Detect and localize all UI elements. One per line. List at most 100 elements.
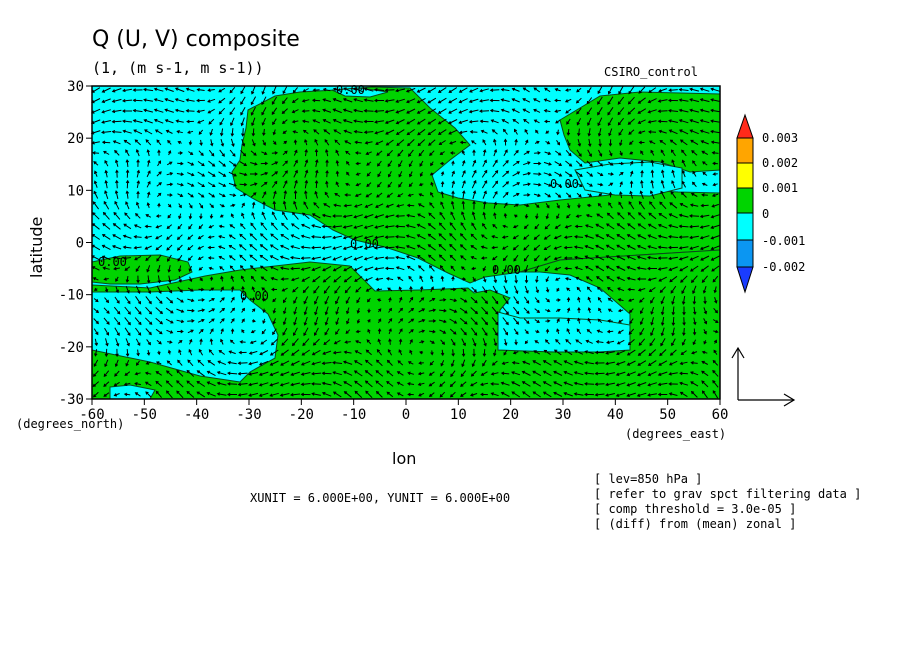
wind-vector (292, 130, 298, 134)
wind-vector (114, 327, 120, 337)
wind-vector (545, 276, 550, 283)
wind-vector (228, 171, 237, 177)
wind-vector (388, 307, 393, 313)
wind-vector (427, 108, 437, 114)
wind-vector (262, 201, 266, 209)
wind-vector (153, 118, 164, 124)
wind-vector (356, 307, 361, 314)
wind-vector (174, 98, 185, 103)
wind-vector (251, 128, 256, 137)
wind-vector (367, 318, 371, 323)
wind-vector (608, 202, 613, 209)
wind-vector (111, 129, 122, 134)
wind-vector (395, 255, 406, 260)
wind-vector (649, 201, 656, 210)
wind-vector (262, 318, 266, 325)
wind-vector (93, 308, 100, 314)
wind-vector (178, 203, 182, 209)
wind-vector (395, 234, 406, 239)
wind-vector (207, 88, 215, 92)
wind-vector (678, 256, 689, 261)
wind-vector (544, 192, 551, 198)
wind-vector (189, 338, 193, 345)
wind-vector (556, 129, 560, 136)
wind-vector (493, 212, 497, 219)
wind-vector (575, 97, 582, 104)
wind-vector (554, 182, 563, 187)
wind-vector (524, 275, 529, 284)
wind-vector (408, 182, 413, 187)
wind-vector (196, 98, 205, 103)
wind-vector (156, 339, 162, 345)
wind-vector (290, 234, 300, 240)
wind-vector (125, 159, 130, 167)
wind-vector (617, 212, 625, 220)
wind-vector (533, 193, 541, 198)
wind-vector (627, 96, 635, 105)
wind-vector (239, 182, 248, 187)
wind-vector (626, 276, 636, 281)
wind-vector (617, 107, 625, 116)
wind-vector (418, 149, 425, 157)
wind-vector (608, 191, 613, 198)
wind-vector (333, 275, 342, 283)
wind-vector (218, 182, 227, 187)
wind-vector (387, 160, 393, 168)
wind-vector (416, 118, 426, 125)
wind-vector (113, 266, 120, 271)
wind-vector (115, 338, 120, 347)
wind-vector (387, 318, 393, 324)
wind-vector (101, 255, 111, 261)
wind-vector (229, 339, 235, 345)
wind-vector (545, 328, 550, 334)
wind-vector (563, 381, 573, 387)
wind-vector (669, 202, 678, 209)
wind-vector (165, 370, 173, 377)
wind-vector (311, 266, 321, 272)
wind-vector (440, 339, 446, 345)
wind-vector (584, 265, 594, 271)
wind-vector (271, 96, 278, 105)
wind-vector (188, 202, 193, 209)
wind-vector (470, 327, 478, 336)
x-axis-ticks: -60 -50 -40 -30 -20 -10 0 10 20 30 40 50 60 (79, 399, 728, 423)
wind-vector (125, 349, 130, 357)
wind-vector (353, 87, 363, 93)
wind-vector (165, 380, 173, 388)
wind-vector (143, 98, 153, 102)
wind-vector (576, 107, 582, 115)
wind-vector (156, 254, 162, 262)
wind-vector (409, 349, 413, 355)
wind-vector (574, 224, 583, 229)
wind-vector (690, 361, 698, 365)
wind-vector (155, 244, 163, 251)
wind-vector (512, 118, 520, 124)
wind-vector (460, 392, 467, 397)
wind-vector (167, 213, 172, 219)
wind-vector (586, 203, 592, 208)
wind-vector (248, 350, 258, 355)
wind-vector (322, 350, 332, 355)
wind-vector (345, 307, 350, 315)
wind-vector (543, 245, 551, 250)
wind-vector (323, 285, 331, 294)
wind-vector (187, 329, 194, 334)
wind-vector (165, 318, 174, 324)
wind-vector (290, 223, 300, 230)
wind-vector (166, 360, 172, 366)
wind-vector (156, 264, 161, 273)
wind-vector (640, 150, 644, 156)
wind-vector (658, 129, 667, 134)
wind-vector (303, 296, 309, 305)
wind-vector (249, 233, 258, 241)
wind-vector (460, 266, 466, 271)
wind-vector (482, 349, 487, 357)
wind-vector (125, 360, 130, 367)
wind-vector (199, 277, 203, 282)
wind-vector (363, 224, 374, 229)
wind-vector (251, 86, 256, 95)
wind-vector (290, 245, 300, 250)
wind-vector (145, 306, 153, 315)
wind-vector (157, 160, 161, 167)
wind-vector (197, 256, 204, 260)
